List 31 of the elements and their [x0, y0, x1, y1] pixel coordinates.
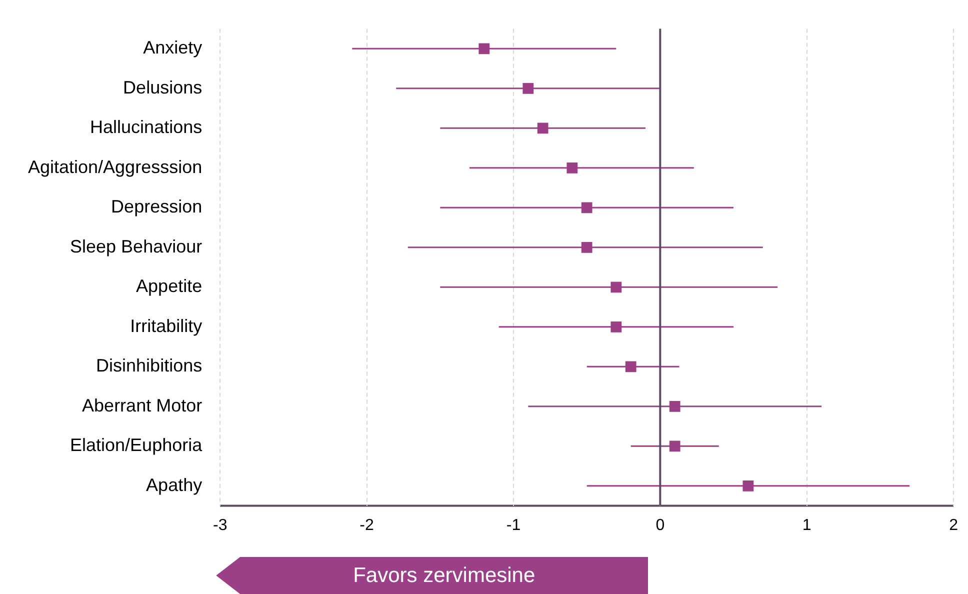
- y-tick-label: Hallucinations: [90, 117, 202, 138]
- point: [669, 440, 680, 452]
- point: [742, 480, 754, 492]
- text: Favors zervimesine: [352, 563, 536, 589]
- y-tick-label: Agitation/Aggresssion: [28, 156, 202, 177]
- x-tick-label: -1: [506, 516, 521, 534]
- y-tick-label: Irritability: [130, 316, 202, 336]
- point: [581, 202, 592, 214]
- x-tick-label: -2: [360, 516, 374, 534]
- y-tick-label: Elation/Euphoria: [70, 435, 204, 456]
- point: [669, 400, 680, 412]
- point: [522, 82, 534, 94]
- y-tick-label: Apathy: [146, 474, 202, 495]
- point: [625, 361, 636, 372]
- y-tick-label: Depression: [111, 196, 202, 217]
- point: [581, 242, 592, 253]
- y-tick-label: Sleep Behaviour: [70, 236, 202, 256]
- y-tick-label: Aberrant Motor: [82, 395, 202, 416]
- point: [566, 162, 578, 174]
- point: [610, 282, 622, 293]
- x-tick-label: 2: [949, 516, 958, 534]
- x-tick-label: 1: [802, 516, 812, 534]
- y-tick-label: Appetite: [136, 276, 202, 296]
- point: [610, 321, 622, 332]
- y-tick-label: Anxiety: [143, 38, 202, 58]
- y-tick-label: Delusions: [123, 77, 202, 98]
- x-tick-label: 0: [656, 516, 665, 534]
- y-tick-label: Disinhibitions: [96, 356, 202, 376]
- point: [537, 122, 548, 134]
- point: [478, 43, 490, 54]
- x-tick-label: -3: [212, 516, 228, 534]
